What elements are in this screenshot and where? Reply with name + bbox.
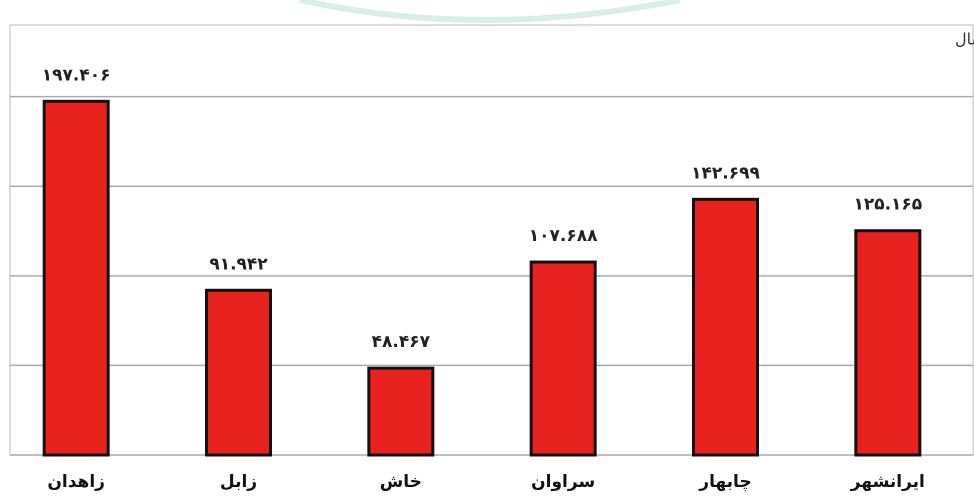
x-tick-label: چابهار bbox=[698, 472, 751, 492]
x-tick-label: سراوان bbox=[531, 472, 595, 492]
x-tick-label: زابل bbox=[220, 472, 257, 492]
value-label: ۱۰۷.۶۸۸ bbox=[529, 226, 598, 246]
bar bbox=[367, 366, 435, 457]
value-label: ۹۱.۹۴۲ bbox=[209, 254, 268, 274]
bar bbox=[529, 260, 597, 457]
value-label: ۱۴۲.۶۹۹ bbox=[691, 163, 760, 183]
bar bbox=[692, 197, 759, 457]
x-tick-label: خاش bbox=[380, 472, 422, 492]
value-label: ۱۹۷.۴۰۶ bbox=[42, 65, 111, 85]
bar bbox=[205, 288, 272, 457]
plot-frame bbox=[9, 24, 974, 456]
decoration bbox=[299, 0, 681, 23]
bar bbox=[854, 229, 922, 457]
subtitle: ارقام : هزار لیتر در سال bbox=[955, 30, 974, 50]
value-label: ۱۲۵.۱۶۵ bbox=[853, 195, 922, 215]
x-tick-label: ایرانشهر bbox=[850, 472, 925, 492]
bar bbox=[42, 99, 110, 457]
value-label: ۴۸.۴۶۷ bbox=[372, 332, 431, 352]
x-tick-label: زاهدان bbox=[47, 472, 105, 492]
